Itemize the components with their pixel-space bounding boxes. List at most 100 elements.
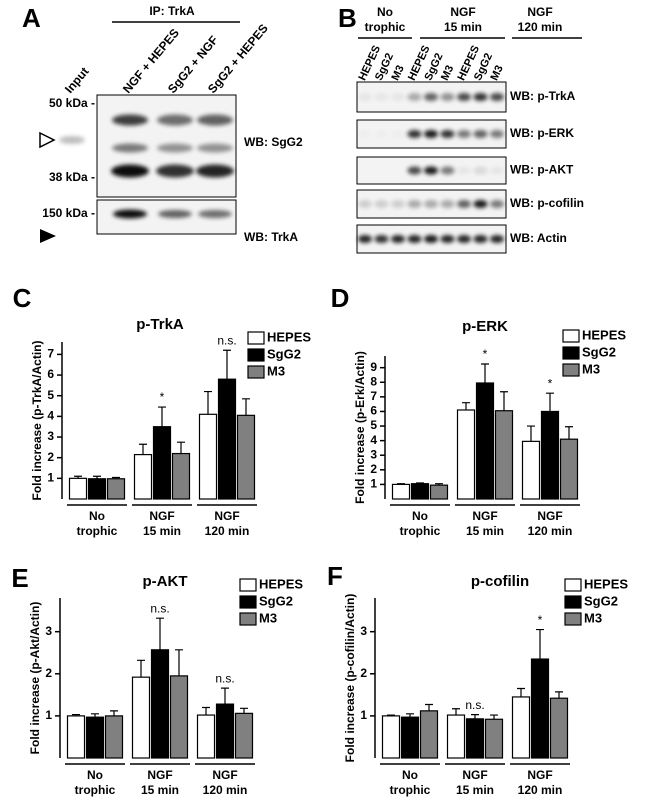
y-tick-label: 2	[47, 450, 54, 464]
y-axis-label: Fold increase (p-cofilin/Actin)	[343, 594, 357, 763]
legend-swatch	[239, 578, 257, 592]
x-tick-label: NGF 120 min	[517, 768, 563, 797]
open-arrowhead	[39, 131, 56, 149]
error-bar	[91, 713, 99, 718]
error-bar	[546, 392, 554, 412]
y-tick-label: 3	[47, 429, 54, 443]
blot-band	[490, 235, 504, 243]
chart-title: p-cofilin	[471, 573, 529, 590]
legend-label: HEPES	[259, 576, 303, 591]
bar	[549, 697, 569, 759]
wb-label: WB: p-ERK	[510, 126, 574, 140]
legend-label: M3	[582, 361, 600, 376]
annotation: n.s.	[215, 671, 234, 685]
blot-band	[440, 93, 455, 101]
error-bar	[93, 475, 101, 479]
bar	[133, 453, 153, 500]
x-tick-label: NGF 120 min	[204, 509, 250, 538]
bar	[530, 658, 550, 759]
blot-band	[490, 200, 504, 208]
blot-band	[490, 166, 504, 175]
wb-label: WB: Actin	[510, 231, 567, 245]
bar	[66, 715, 86, 759]
blot-band	[457, 93, 471, 101]
error-bar	[397, 483, 405, 485]
blot-band	[358, 93, 372, 101]
y-tick-label: 1	[370, 477, 377, 491]
error-bar	[452, 708, 460, 716]
ip-header: IP: TrkA	[149, 4, 195, 18]
panel-letter: D	[331, 283, 350, 313]
marker-label: 50 kDa -	[49, 96, 95, 110]
blot-band	[407, 93, 422, 101]
error-bar	[221, 687, 229, 705]
panel-letter: B	[338, 3, 357, 33]
y-tick-label: 5	[47, 388, 54, 402]
x-tick-label: No trophic	[399, 509, 441, 538]
group-header: NGF 120 min	[517, 5, 563, 34]
blot-band	[424, 93, 438, 101]
blot-band	[473, 235, 488, 243]
y-tick-label: 2	[360, 666, 367, 680]
wb-label: WB: p-cofilin	[510, 196, 584, 210]
legend-swatch	[562, 329, 580, 343]
bar	[131, 676, 151, 759]
y-axis-label: Fold increase (p-Akt/Actin)	[28, 602, 42, 755]
annotation: *	[483, 347, 488, 361]
error-bar	[481, 363, 489, 383]
blot-band	[391, 235, 405, 243]
group-header: NGF 15 min	[443, 5, 482, 34]
y-tick-label: 4	[47, 409, 54, 423]
blot-band	[407, 235, 422, 243]
bar	[104, 715, 124, 759]
y-tick-label: 1	[47, 471, 54, 485]
blot-band	[197, 114, 233, 126]
chart-title: p-ERK	[462, 318, 508, 335]
blot-band	[407, 200, 422, 208]
bar	[429, 484, 449, 500]
legend-label: SgG2	[582, 344, 616, 359]
legend-swatch	[247, 348, 265, 362]
error-bar	[72, 714, 80, 716]
x-tick-label: NGF 15 min	[455, 768, 494, 797]
legend-label: HEPES	[582, 327, 626, 342]
legend-swatch	[247, 365, 265, 379]
error-bar	[471, 714, 479, 719]
bar	[171, 452, 191, 500]
blot-band	[156, 164, 194, 178]
error-bar	[387, 714, 395, 716]
error-bar	[204, 390, 212, 415]
blot-band	[490, 93, 504, 101]
bar	[152, 426, 172, 500]
bar	[169, 675, 189, 759]
blot-band	[457, 130, 471, 138]
error-bar	[110, 710, 118, 716]
legend-swatch	[239, 612, 257, 626]
error-bar	[416, 482, 424, 484]
wb-label: WB: p-AKT	[510, 163, 574, 177]
marker-label: 38 kDa -	[49, 170, 95, 184]
blot-band	[424, 130, 438, 138]
bar	[410, 483, 430, 500]
y-axis-label: Fold increase (p-Erk/Actin)	[353, 351, 367, 504]
error-bar	[536, 628, 544, 660]
panel-letter: F	[327, 561, 343, 591]
blot-band	[424, 166, 438, 175]
bar	[419, 710, 439, 759]
error-bar	[462, 402, 470, 410]
bar	[217, 378, 237, 500]
y-tick-label: 1	[360, 708, 367, 722]
bar	[234, 712, 254, 759]
wb-label: WB: p-TrkA	[510, 89, 576, 103]
x-tick-label: No trophic	[389, 768, 431, 797]
error-bar	[500, 391, 508, 411]
blot-band	[473, 93, 488, 101]
blot-band	[113, 209, 147, 219]
y-tick-label: 3	[370, 447, 377, 461]
blot-band	[473, 166, 488, 175]
error-bar	[517, 687, 525, 697]
blot-band	[391, 130, 405, 138]
blot-band	[375, 130, 389, 138]
blot-band	[424, 200, 438, 208]
